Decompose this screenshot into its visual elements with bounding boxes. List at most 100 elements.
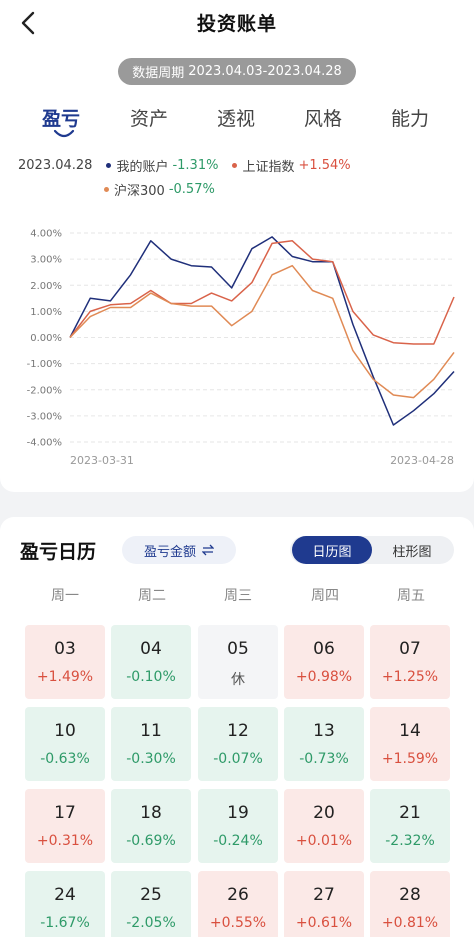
calendar-day-cell[interactable]: 04 -0.10% — [111, 625, 191, 699]
view-toggle: 日历图 柱形图 — [290, 536, 454, 564]
day-number: 03 — [54, 639, 76, 659]
calendar-view-button[interactable]: 日历图 — [292, 536, 372, 564]
day-number: 06 — [313, 639, 335, 659]
day-return: +1.49% — [36, 669, 94, 685]
bar-view-button[interactable]: 柱形图 — [392, 544, 432, 560]
day-number: 26 — [227, 885, 249, 905]
tab-ability[interactable]: 能力 — [391, 108, 430, 130]
active-tab-indicator-icon — [53, 129, 75, 138]
day-return: +0.55% — [209, 915, 267, 931]
weekday-wed: 周三 — [224, 588, 252, 604]
legend-dot-account — [106, 163, 112, 168]
calendar-day-cell[interactable]: 21 -2.32% — [370, 789, 450, 863]
day-number: 21 — [399, 803, 421, 823]
day-return: +1.59% — [381, 751, 439, 767]
calendar-day-cell[interactable]: 24 -1.67% — [25, 871, 105, 937]
page-title: 投资账单 — [196, 13, 277, 35]
tab-insight[interactable]: 透视 — [217, 108, 256, 130]
legend-name-sse: 上证指数 — [242, 160, 295, 175]
day-number: 10 — [54, 721, 76, 741]
calendar-day-cell[interactable]: 18 -0.69% — [111, 789, 191, 863]
calendar-day-cell[interactable]: 27 +0.61% — [284, 871, 364, 937]
x-start-label: 2023-03-31 — [70, 454, 134, 467]
series-line-2 — [69, 264, 455, 399]
tab-style[interactable]: 风格 — [304, 108, 343, 130]
weekday-fri: 周五 — [397, 588, 425, 604]
legend-dot-sse — [232, 163, 238, 168]
y-tick-label: 4.00% — [30, 229, 62, 240]
day-return: -0.10% — [126, 669, 176, 685]
tab-assets[interactable]: 资产 — [130, 108, 169, 130]
legend-date: 2023.04.28 — [18, 158, 93, 173]
day-return: -2.32% — [385, 833, 435, 849]
day-number: 11 — [140, 721, 162, 741]
y-tick-label: -4.00% — [27, 438, 62, 449]
y-tick-label: 0.00% — [30, 333, 62, 344]
calendar-day-cell[interactable]: 10 -0.63% — [25, 707, 105, 781]
day-return: -0.69% — [126, 833, 176, 849]
x-end-label: 2023-04-28 — [390, 454, 454, 467]
day-return: -0.24% — [213, 833, 263, 849]
y-tick-label: -2.00% — [27, 385, 62, 396]
day-return: +0.01% — [295, 833, 353, 849]
y-tick-label: -3.00% — [27, 411, 62, 422]
calendar-title: 盈亏日历 — [20, 541, 97, 563]
weekday-header: 周一 周二 周三 周四 周五 — [0, 585, 474, 607]
day-number: 19 — [227, 803, 249, 823]
tab-profit-loss[interactable]: 盈亏 — [42, 108, 81, 130]
metric-switch-button[interactable]: 盈亏金额 — [122, 536, 236, 564]
day-return: +1.25% — [381, 669, 439, 685]
calendar-day-cell[interactable]: 13 -0.73% — [284, 707, 364, 781]
day-return: +0.98% — [295, 669, 353, 685]
day-number: 17 — [54, 803, 76, 823]
calendar-day-cell[interactable]: 17 +0.31% — [25, 789, 105, 863]
y-tick-label: -1.00% — [27, 359, 62, 370]
day-number: 07 — [399, 639, 421, 659]
calendar-day-cell[interactable]: 28 +0.81% — [370, 871, 450, 937]
calendar-day-cell[interactable]: 25 -2.05% — [111, 871, 191, 937]
period-label: 数据周期 — [132, 66, 185, 81]
calendar-day-cell[interactable]: 12 -0.07% — [198, 707, 278, 781]
day-return: +0.31% — [36, 833, 94, 849]
day-number: 18 — [140, 803, 162, 823]
day-number: 24 — [54, 885, 76, 905]
calendar-day-cell[interactable]: 05 休 — [198, 625, 278, 699]
day-number: 04 — [140, 639, 162, 659]
day-number: 20 — [313, 803, 335, 823]
weekday-thu: 周四 — [311, 588, 339, 604]
calendar-card: 盈亏日历 盈亏金额 日历图 柱形图 周一 周二 周三 周四 周五 03 +1.49… — [0, 517, 474, 937]
weekday-mon: 周一 — [51, 588, 79, 604]
calendar-day-cell[interactable]: 14 +1.59% — [370, 707, 450, 781]
day-number: 05 — [227, 639, 249, 659]
period-range: 2023.04.03-2023.04.28 — [188, 64, 342, 79]
legend-name-csi300: 沪深300 — [114, 184, 165, 199]
metric-label: 盈亏金额 — [143, 544, 196, 560]
day-return: -2.05% — [126, 915, 176, 931]
calendar-day-cell[interactable]: 20 +0.01% — [284, 789, 364, 863]
y-tick-label: 1.00% — [30, 307, 62, 318]
day-number: 27 — [313, 885, 335, 905]
calendar-day-cell[interactable]: 03 +1.49% — [25, 625, 105, 699]
day-number: 12 — [227, 721, 249, 741]
day-return: -0.73% — [299, 751, 349, 767]
day-return: 休 — [231, 672, 245, 688]
calendar-day-cell[interactable]: 07 +1.25% — [370, 625, 450, 699]
series-line-0 — [69, 236, 455, 426]
calendar-day-cell[interactable]: 26 +0.55% — [198, 871, 278, 937]
legend-dot-csi300 — [104, 187, 109, 192]
chevron-left-icon[interactable] — [14, 8, 44, 38]
calendar-day-cell[interactable]: 06 +0.98% — [284, 625, 364, 699]
day-return: -0.07% — [213, 751, 263, 767]
legend-name-account: 我的账户 — [116, 160, 169, 175]
y-tick-label: 2.00% — [30, 281, 62, 292]
day-number: 25 — [140, 885, 162, 905]
calendar-day-cell[interactable]: 19 -0.24% — [198, 789, 278, 863]
series-line-1 — [69, 240, 455, 345]
day-number: 14 — [399, 721, 421, 741]
profit-line-chart: 4.00% 3.00% 2.00% 1.00% 0.00% -1.00% -2.00% -3.… — [27, 229, 455, 467]
day-return: +0.61% — [295, 915, 353, 931]
legend-value-sse: +1.54% — [298, 158, 351, 173]
calendar-day-cell[interactable]: 11 -0.30% — [111, 707, 191, 781]
period-pill: 数据周期 2023.04.03-2023.04.28 — [118, 58, 356, 85]
legend-value-csi300: -0.57% — [168, 182, 215, 197]
